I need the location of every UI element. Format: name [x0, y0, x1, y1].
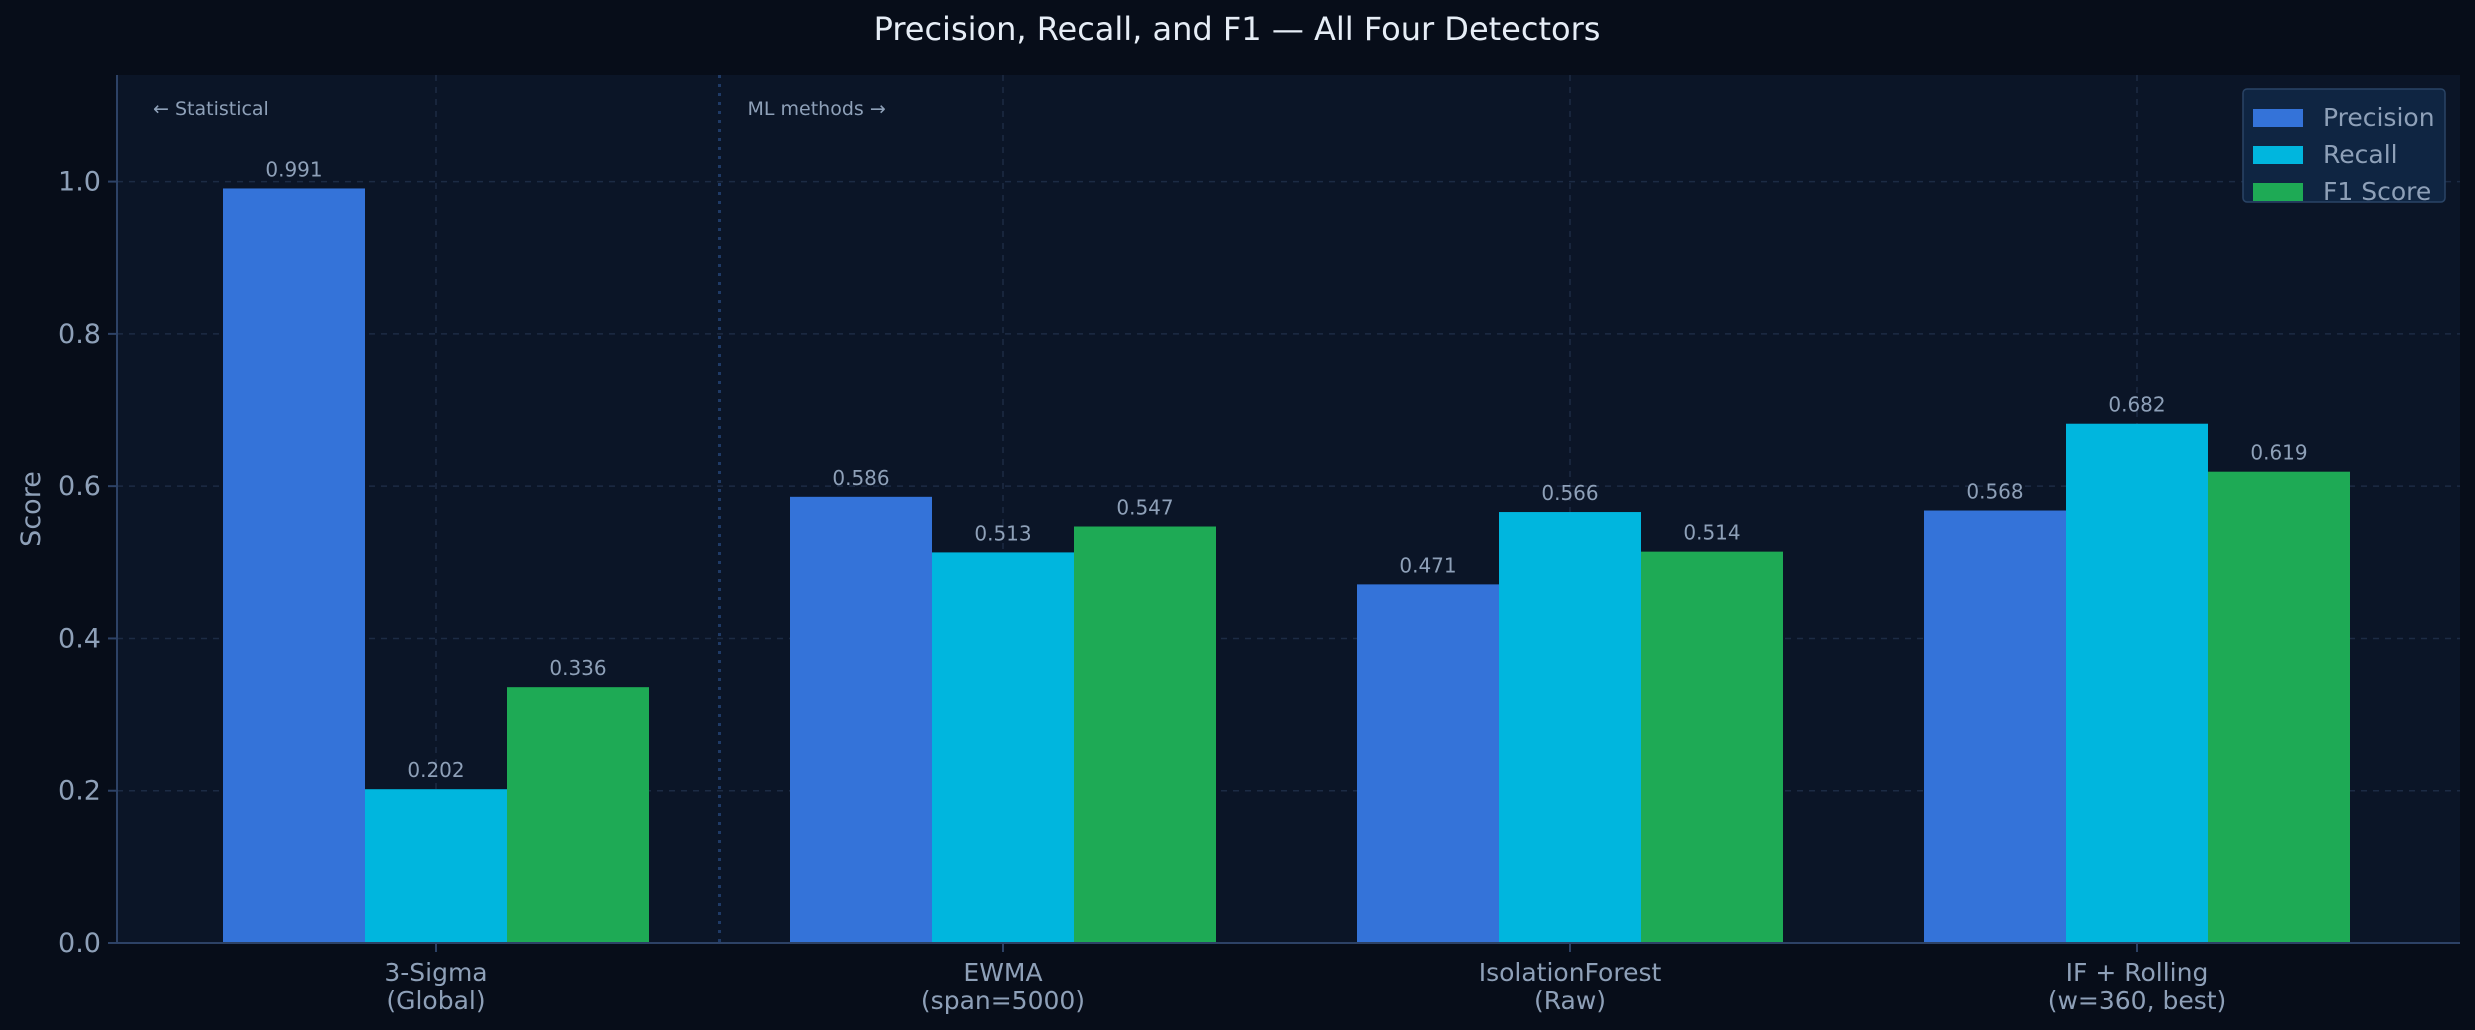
y-tick-label: 0.0 — [58, 928, 101, 959]
y-axis-label: Score — [16, 471, 47, 547]
y-tick-label: 0.2 — [58, 776, 101, 807]
bar-value-label: 0.568 — [1966, 480, 2023, 504]
bar-value-label: 0.202 — [407, 758, 464, 782]
legend: Precision Recall F1 Score — [2242, 88, 2446, 206]
y-tick-label: 1.0 — [58, 167, 101, 198]
legend-swatch — [2253, 109, 2303, 127]
legend-label: Precision — [2323, 103, 2435, 132]
bar-f1-score — [1641, 551, 1783, 943]
bar-value-label: 0.586 — [832, 466, 889, 490]
axes: 0.0 0.2 0.4 0.6 0.8 1.0 3-Sigma (Global) EWMA (sp… — [58, 75, 2460, 1015]
legend-label: Recall — [2323, 140, 2398, 169]
y-tick-label: 0.4 — [58, 623, 101, 654]
bar-recall — [1499, 512, 1641, 943]
bar-precision — [1357, 584, 1499, 943]
bar-value-label: 0.513 — [974, 521, 1031, 545]
bar-value-label: 0.682 — [2108, 393, 2165, 417]
chart-title: Precision, Recall, and F1 — All Four Det… — [874, 10, 1601, 48]
bar-value-label: 0.566 — [1541, 481, 1598, 505]
x-tick-label: 3-Sigma (Global) — [384, 958, 487, 1015]
legend-swatch — [2253, 146, 2303, 164]
x-tick-label: IsolationForest (Raw) — [1479, 958, 1662, 1015]
legend-swatch — [2253, 183, 2303, 201]
legend-label: F1 Score — [2323, 177, 2431, 206]
annotation-ml-methods: ML methods → — [748, 98, 886, 120]
x-tick-label: EWMA (span=5000) — [921, 958, 1085, 1015]
bar-value-label: 0.471 — [1399, 553, 1456, 577]
bar-value-label: 0.514 — [1683, 521, 1740, 545]
bar-value-label: 0.547 — [1116, 496, 1173, 520]
bar-precision — [790, 496, 932, 943]
bar-value-label: 0.991 — [265, 157, 322, 181]
bar-f1-score — [507, 687, 649, 943]
bar-recall — [932, 552, 1074, 943]
bar-precision — [1924, 510, 2066, 943]
bar-value-label: 0.336 — [549, 656, 606, 680]
bar-precision — [223, 188, 365, 944]
bar-recall — [365, 789, 507, 943]
bar-f1-score — [1074, 526, 1216, 943]
x-tick-label: IF + Rolling (w=360, best) — [2048, 958, 2227, 1015]
bar-f1-score — [2208, 471, 2350, 943]
bars: 0.991 0.586 0.471 0.568 0.202 0.513 0.566 0.682… — [223, 157, 2350, 944]
annotation-statistical: ← Statistical — [153, 98, 269, 120]
bar-recall — [2066, 423, 2208, 944]
bar-value-label: 0.619 — [2250, 441, 2307, 465]
y-tick-label: 0.8 — [58, 319, 101, 350]
y-tick-label: 0.6 — [58, 471, 101, 502]
